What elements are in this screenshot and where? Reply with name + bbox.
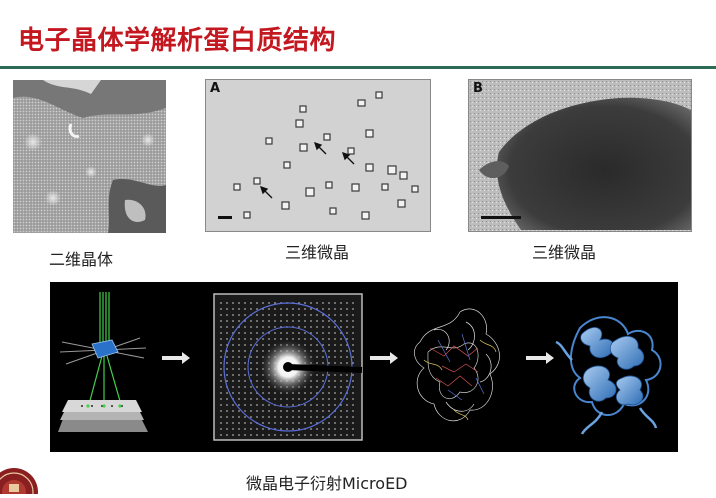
- arrow-right-icon: [526, 352, 554, 364]
- microcrystal-image-b: B: [468, 79, 692, 232]
- caption-microcrystal-a: 三维微晶: [285, 243, 350, 262]
- panel-label-b: B: [473, 81, 483, 96]
- microed-workflow-strip: [50, 282, 678, 452]
- diffraction-setup-illustration: [58, 292, 148, 432]
- two-d-crystal-image: [13, 80, 166, 233]
- slide-title: 电子晶体学解析蛋白质结构: [18, 26, 337, 56]
- arrow-right-icon: [162, 352, 190, 364]
- diffraction-pattern-image: [213, 293, 363, 441]
- caption-microed: 微晶电子衍射MicroED: [246, 474, 408, 493]
- microcrystal-image-a: A: [205, 79, 431, 232]
- density-map-image: [414, 308, 500, 422]
- caption-microcrystal-b: 三维微晶: [532, 243, 597, 262]
- arrow-right-icon: [370, 352, 398, 364]
- panel-label-a: A: [210, 81, 221, 96]
- protein-ribbon-structure: [555, 316, 662, 435]
- caption-2d-crystal: 二维晶体: [49, 250, 114, 269]
- university-seal-logo: [0, 462, 40, 498]
- title-divider: [0, 66, 716, 69]
